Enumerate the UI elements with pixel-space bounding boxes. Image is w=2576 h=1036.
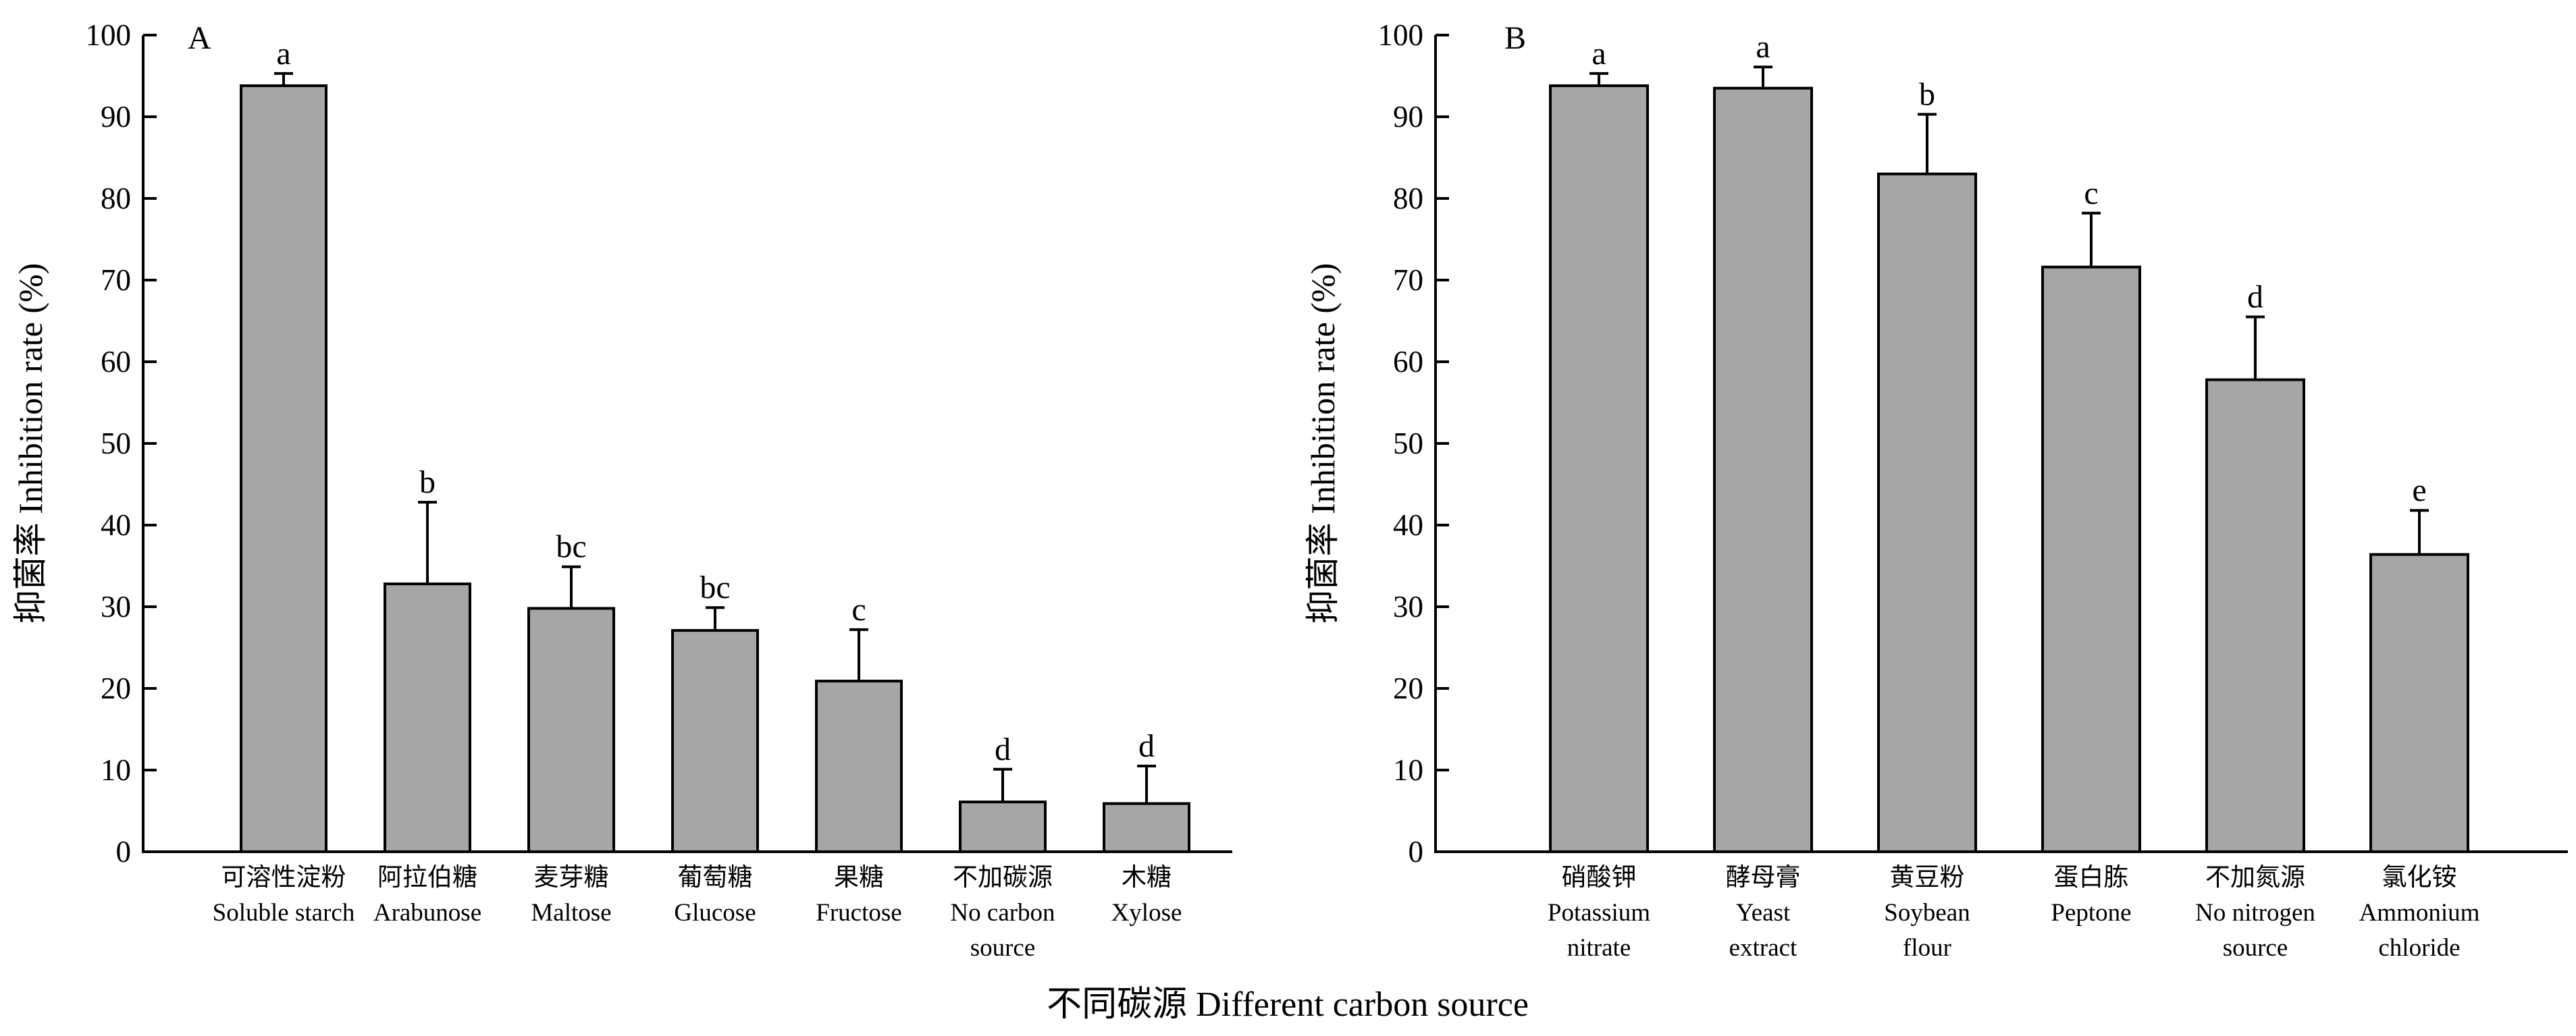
panel-b-category-label: nitrate [1567, 934, 1631, 962]
panel-a-category-label: 果糖 [834, 863, 884, 892]
panel-b-significance-letter: a [1592, 36, 1606, 72]
common-x-axis-label: 不同碳源 Different carbon source [1047, 985, 1529, 1024]
panel-a-category-label: 可溶性淀粉 [221, 863, 346, 892]
panel-b-category-label: 蛋白胨 [2054, 863, 2129, 892]
panel-b-category-label: flour [1903, 934, 1951, 962]
panel-a-y-axis-label: 抑菌率 Inhibition rate (%) [11, 263, 49, 624]
panel-b-y-tick-label: 30 [1393, 590, 1423, 624]
panel-a-bar [815, 680, 903, 853]
panel-a-y-tick-label: 100 [86, 18, 132, 52]
panel-a-bar [527, 607, 615, 853]
panel-a-y-tick-label: 70 [101, 263, 131, 297]
panel-a-category-label: Soluble starch [213, 899, 355, 927]
panel-b-significance-letter: d [2247, 279, 2263, 315]
panel-b-bar [2041, 265, 2141, 853]
panel-b-significance-letter: c [2084, 175, 2098, 211]
panel-b-chart: 0 10 20 30 40 50 60 70 80 90 100 抑菌率 Inhibition rat… [1304, 18, 2568, 962]
panel-b-category-label: Yeast [1736, 899, 1791, 927]
panel-a-y-tick-label: 10 [101, 753, 131, 787]
panel-a-category-label: 不加碳源 [953, 864, 1053, 892]
panel-b-bar [2205, 378, 2305, 853]
panel-b-label: B [1504, 20, 1526, 56]
panel-a-bar [240, 84, 327, 853]
panel-b-bar [1713, 86, 1813, 853]
panel-b-category-label: 黄豆粉 [1890, 864, 1965, 892]
panel-a-category-label: Maltose [531, 899, 611, 927]
panel-b-y-tick-label: 0 [1409, 835, 1424, 869]
panel-b-significance-letter: a [1756, 29, 1770, 65]
panel-b-y-tick-label: 60 [1393, 345, 1423, 379]
panel-b-y-tick-label: 70 [1393, 263, 1423, 297]
panel-b-category-label: 氯化铵 [2382, 863, 2457, 892]
panel-a-y-tick-label: 60 [101, 345, 131, 379]
panel-b-category-label: Soybean [1884, 899, 1970, 927]
panel-b-bar [1877, 172, 1977, 853]
panel-a-bar [1103, 802, 1190, 853]
panel-b-category-label: chloride [2378, 934, 2460, 962]
panel-a-y-tick-label: 20 [101, 672, 131, 705]
panel-b-significance-letter: e [2412, 472, 2426, 508]
panel-b-category-label: extract [1729, 934, 1797, 962]
panel-a-y-tick-label: 0 [116, 835, 132, 869]
panel-b-category-label: source [2223, 934, 2288, 962]
panel-a-significance-letter: bc [556, 529, 586, 565]
panel-a-y-tick-label: 50 [101, 427, 131, 460]
panel-a-significance-letter: d [1138, 728, 1155, 764]
panel-b-y-tick-label: 80 [1393, 182, 1423, 215]
panel-a-y-tick-label: 80 [101, 182, 131, 215]
panel-b-category-label: 不加氮源 [2205, 863, 2305, 892]
panel-b-category-label: Potassium [1548, 899, 1650, 927]
panel-b-significance-letter: b [1919, 76, 1935, 112]
panel-a-bar [671, 629, 759, 854]
panel-b-category-label: No nitrogen [2195, 899, 2315, 927]
panel-a-y-tick-label: 40 [101, 508, 131, 542]
panel-a-label: A [188, 20, 211, 56]
panel-b-y-tick-label: 20 [1393, 672, 1423, 705]
panel-a-bar [384, 582, 471, 853]
panel-a-category-label: Xylose [1111, 899, 1182, 927]
panel-b-y-tick-label: 50 [1393, 427, 1423, 460]
panel-a-category-label: 葡萄糖 [678, 863, 753, 892]
panel-b-bar [1549, 84, 1649, 853]
panel-a-y-tick-label: 30 [101, 590, 131, 624]
panel-a-category-label: Fructose [816, 899, 901, 927]
panel-b-y-tick-label: 10 [1393, 753, 1423, 787]
panel-b-y-tick-label: 90 [1393, 100, 1423, 134]
panel-a-significance-letter: b [419, 464, 436, 500]
panel-b-category-label: 酵母膏 [1726, 863, 1801, 892]
panel-a-category-label: Arabunose [373, 899, 481, 927]
panel-a-y-tick-label: 90 [101, 100, 131, 134]
panel-a-category-label: 麦芽糖 [534, 863, 609, 892]
panel-a-category-label: No carbon [950, 899, 1055, 927]
panel-a-category-label: Glucose [674, 899, 756, 927]
panel-a-category-label: 木糖 [1122, 863, 1172, 892]
panel-b-y-axis-label: 抑菌率 Inhibition rate (%) [1304, 263, 1342, 624]
panel-a-bar [959, 800, 1047, 853]
panel-b-y-tick-label: 100 [1378, 18, 1424, 52]
panel-b-category-label: Ammonium [2359, 899, 2480, 927]
panel-a-significance-letter: d [995, 732, 1011, 767]
panel-b-category-label: Peptone [2051, 899, 2131, 927]
panel-a-category-label: 阿拉伯糖 [377, 863, 477, 892]
panel-a-significance-letter: bc [700, 570, 730, 605]
panel-b-bar [2369, 553, 2469, 853]
panel-a-significance-letter: c [851, 592, 866, 628]
panel-a-chart: 0 10 20 30 40 50 60 70 80 90 100 抑菌率 Inhibition rat… [11, 18, 1232, 962]
panel-b-category-label: 硝酸钾 [1562, 864, 1637, 892]
panel-a-significance-letter: a [276, 36, 290, 72]
panel-b-y-tick-label: 40 [1393, 508, 1423, 542]
panel-a-category-label: source [970, 934, 1036, 962]
